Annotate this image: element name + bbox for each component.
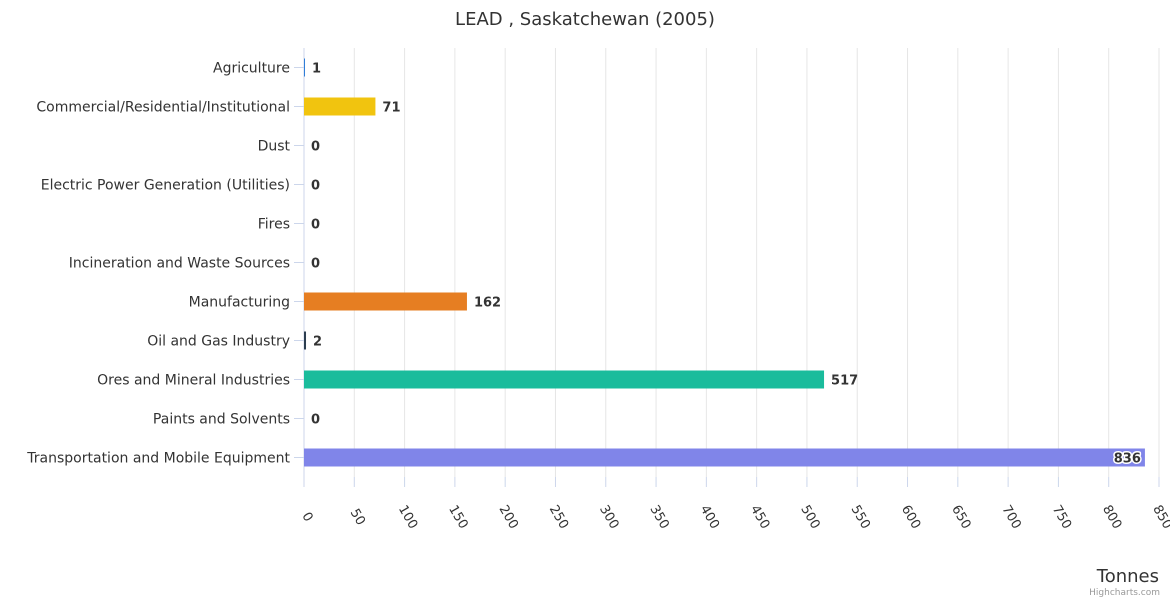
data-label: 836 — [1114, 452, 1141, 467]
bar — [304, 370, 825, 389]
axis-title: Tonnes — [1096, 566, 1159, 587]
x-tick-label: 500 — [797, 503, 822, 532]
bars — [304, 58, 1145, 467]
x-tick-label: 600 — [898, 503, 923, 532]
x-axis-ticks: 0 50 100 150 200 250 300 350 400 450 500 550 600 650 7… — [298, 477, 1170, 532]
data-label: 0 — [311, 413, 320, 428]
x-tick-label: 100 — [395, 503, 420, 532]
bar — [304, 58, 306, 77]
data-label: 2 — [313, 335, 322, 350]
bar — [304, 292, 467, 311]
category-labels: Agriculture Commercial/Residential/Instit… — [26, 61, 304, 467]
bar — [304, 331, 307, 350]
category-label: Agriculture — [213, 61, 290, 77]
data-labels: 1 71 0 0 0 0 162 2 517 0 836 — [311, 62, 1142, 469]
data-label: 1 — [312, 62, 321, 77]
category-label: Paints and Solvents — [153, 412, 290, 428]
credits-link[interactable]: Highcharts.com — [1089, 588, 1160, 598]
category-label: Commercial/Residential/Institutional — [36, 100, 290, 116]
data-label: 517 — [831, 374, 858, 389]
x-tick-label: 650 — [948, 503, 973, 532]
bar — [304, 448, 1145, 467]
x-tick-label: 750 — [1049, 503, 1074, 532]
data-label: 0 — [311, 218, 320, 233]
x-tick-label: 0 — [298, 510, 315, 525]
category-label: Ores and Mineral Industries — [97, 373, 290, 389]
bar — [304, 97, 376, 116]
x-tick-label: 300 — [596, 503, 621, 532]
x-tick-label: 550 — [848, 503, 873, 532]
category-label: Manufacturing — [189, 295, 290, 311]
x-tick-label: 850 — [1149, 503, 1170, 532]
category-label: Oil and Gas Industry — [147, 334, 290, 350]
x-tick-label: 700 — [998, 503, 1023, 532]
data-label: 0 — [311, 179, 320, 194]
x-tick-label: 450 — [747, 503, 772, 532]
chart-title: LEAD , Saskatchewan (2005) — [455, 9, 715, 30]
x-tick-label: 150 — [445, 503, 470, 532]
x-tick-label: 400 — [697, 503, 722, 532]
data-label: 162 — [474, 296, 501, 311]
x-tick-label: 800 — [1099, 503, 1124, 532]
x-tick-label: 350 — [646, 503, 671, 532]
category-label: Fires — [258, 217, 290, 233]
x-tick-label: 250 — [546, 503, 571, 532]
data-label: 0 — [311, 257, 320, 272]
x-tick-label: 50 — [347, 506, 368, 528]
gridlines — [303, 48, 1160, 477]
x-tick-label: 200 — [496, 503, 521, 532]
data-label: 0 — [311, 140, 320, 155]
data-label: 71 — [382, 101, 400, 116]
category-label: Incineration and Waste Sources — [69, 256, 290, 272]
category-label: Dust — [258, 139, 291, 155]
category-label: Electric Power Generation (Utilities) — [41, 178, 290, 194]
category-label: Transportation and Mobile Equipment — [26, 451, 290, 467]
